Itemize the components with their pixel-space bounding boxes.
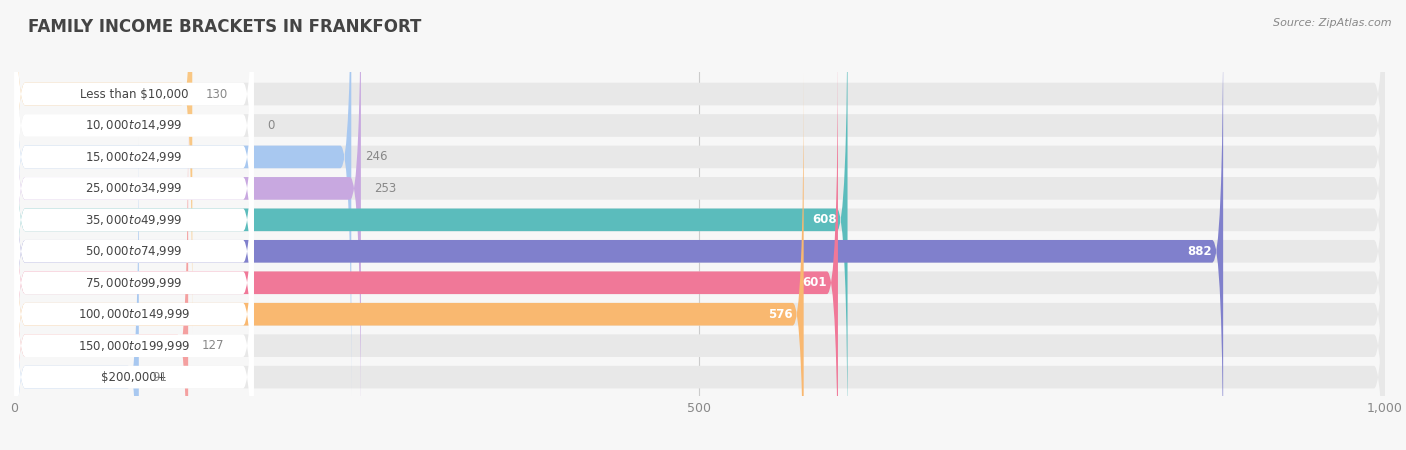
FancyBboxPatch shape xyxy=(14,0,254,366)
FancyBboxPatch shape xyxy=(14,105,188,450)
Text: 882: 882 xyxy=(1188,245,1212,258)
FancyBboxPatch shape xyxy=(14,74,254,450)
Text: $100,000 to $149,999: $100,000 to $149,999 xyxy=(77,307,190,321)
FancyBboxPatch shape xyxy=(14,11,1385,450)
Text: 91: 91 xyxy=(152,371,167,384)
Text: $75,000 to $99,999: $75,000 to $99,999 xyxy=(86,276,183,290)
Text: $50,000 to $74,999: $50,000 to $74,999 xyxy=(86,244,183,258)
FancyBboxPatch shape xyxy=(14,0,1385,397)
FancyBboxPatch shape xyxy=(14,11,254,450)
FancyBboxPatch shape xyxy=(14,137,1385,450)
FancyBboxPatch shape xyxy=(14,0,352,397)
FancyBboxPatch shape xyxy=(14,137,254,450)
Text: $10,000 to $14,999: $10,000 to $14,999 xyxy=(86,118,183,132)
FancyBboxPatch shape xyxy=(14,74,804,450)
Text: $150,000 to $199,999: $150,000 to $199,999 xyxy=(77,339,190,353)
Text: $15,000 to $24,999: $15,000 to $24,999 xyxy=(86,150,183,164)
FancyBboxPatch shape xyxy=(14,0,1385,450)
FancyBboxPatch shape xyxy=(14,0,254,450)
Text: FAMILY INCOME BRACKETS IN FRANKFORT: FAMILY INCOME BRACKETS IN FRANKFORT xyxy=(28,18,422,36)
Text: 0: 0 xyxy=(267,119,276,132)
FancyBboxPatch shape xyxy=(14,42,1385,450)
FancyBboxPatch shape xyxy=(14,105,1385,450)
FancyBboxPatch shape xyxy=(14,0,254,334)
Text: 608: 608 xyxy=(811,213,837,226)
FancyBboxPatch shape xyxy=(14,0,193,334)
FancyBboxPatch shape xyxy=(14,42,254,450)
FancyBboxPatch shape xyxy=(14,11,1223,450)
FancyBboxPatch shape xyxy=(14,0,361,429)
Text: 576: 576 xyxy=(768,308,793,321)
Text: 246: 246 xyxy=(366,150,388,163)
FancyBboxPatch shape xyxy=(14,0,254,397)
FancyBboxPatch shape xyxy=(14,0,1385,366)
Text: $35,000 to $49,999: $35,000 to $49,999 xyxy=(86,213,183,227)
Text: $25,000 to $34,999: $25,000 to $34,999 xyxy=(86,181,183,195)
Text: $200,000+: $200,000+ xyxy=(101,371,167,384)
Text: 130: 130 xyxy=(207,87,228,100)
FancyBboxPatch shape xyxy=(14,42,838,450)
FancyBboxPatch shape xyxy=(14,74,1385,450)
Text: 127: 127 xyxy=(202,339,225,352)
Text: 253: 253 xyxy=(374,182,396,195)
Text: Source: ZipAtlas.com: Source: ZipAtlas.com xyxy=(1274,18,1392,28)
FancyBboxPatch shape xyxy=(14,105,254,450)
FancyBboxPatch shape xyxy=(14,0,254,429)
FancyBboxPatch shape xyxy=(14,0,848,450)
Text: Less than $10,000: Less than $10,000 xyxy=(80,87,188,100)
FancyBboxPatch shape xyxy=(14,0,1385,429)
Text: 601: 601 xyxy=(803,276,827,289)
FancyBboxPatch shape xyxy=(14,137,139,450)
FancyBboxPatch shape xyxy=(14,0,1385,334)
